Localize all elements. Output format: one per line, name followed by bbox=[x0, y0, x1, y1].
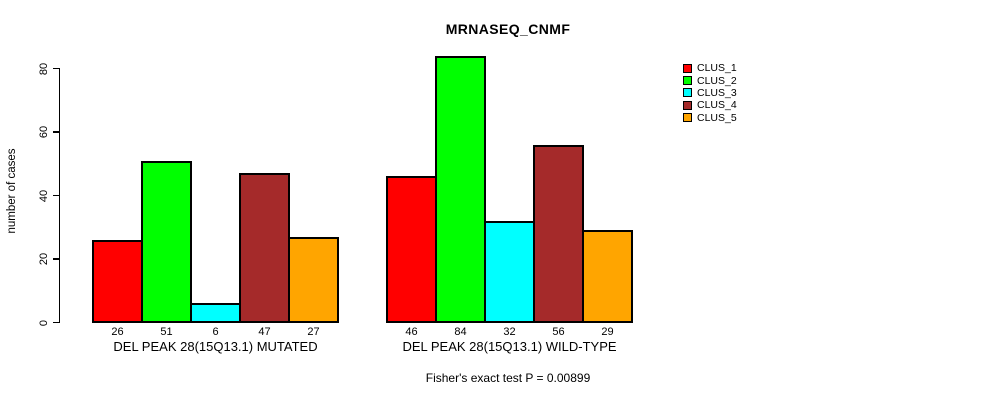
bar-group1-clus-1 bbox=[92, 239, 143, 324]
bar-value-label: 27 bbox=[307, 326, 320, 338]
legend-item-clus-5: CLUS_5 bbox=[683, 112, 737, 124]
y-tick-label: 20 bbox=[38, 252, 50, 266]
legend-item-clus-2: CLUS_2 bbox=[683, 74, 737, 87]
bar-value-label: 51 bbox=[160, 326, 173, 338]
legend-item-clus-1: CLUS_1 bbox=[683, 62, 737, 74]
legend-label: CLUS_1 bbox=[697, 62, 737, 75]
legend: CLUS_1 CLUS_2 CLUS_3 CLUS_4 CLUS_5 bbox=[683, 62, 737, 124]
y-axis-line bbox=[58, 67, 61, 324]
fisher-test-annotation: Fisher's exact test P = 0.00899 bbox=[425, 371, 591, 385]
legend-label: CLUS_3 bbox=[697, 86, 737, 99]
bar-group2-clus-1 bbox=[386, 176, 437, 324]
bar-group2-clus-5 bbox=[582, 230, 633, 324]
bar-value-label: 47 bbox=[258, 326, 271, 338]
legend-swatch-clus-5 bbox=[683, 113, 692, 123]
y-tick bbox=[52, 194, 59, 197]
legend-swatch-clus-4 bbox=[683, 100, 692, 110]
y-tick-label: 40 bbox=[38, 189, 50, 202]
y-tick bbox=[52, 67, 59, 70]
y-tick bbox=[52, 321, 59, 324]
legend-label: CLUS_5 bbox=[697, 111, 737, 124]
category-label-2: DEL PEAK 28(15Q13.1) WILD-TYPE bbox=[402, 339, 617, 354]
bar-value-label: 6 bbox=[212, 326, 219, 338]
category-label-1: DEL PEAK 28(15Q13.1) MUTATED bbox=[113, 339, 318, 354]
legend-item-clus-4: CLUS_4 bbox=[683, 99, 737, 111]
legend-item-clus-3: CLUS_3 bbox=[683, 87, 737, 99]
legend-label: CLUS_4 bbox=[697, 99, 737, 112]
bar-group2-clus-3 bbox=[484, 220, 535, 324]
y-tick bbox=[52, 131, 59, 133]
bar-value-label: 29 bbox=[601, 326, 614, 338]
bar-group1-clus-4 bbox=[239, 173, 290, 324]
bar-group1-clus-2 bbox=[141, 160, 192, 324]
bar-value-label: 84 bbox=[454, 326, 467, 338]
bar-value-label: 46 bbox=[405, 326, 418, 338]
chart-title: MRNASEQ_CNMF bbox=[445, 21, 571, 37]
legend-swatch-clus-1 bbox=[683, 63, 692, 73]
y-tick bbox=[52, 258, 59, 260]
y-tick-label: 80 bbox=[38, 62, 50, 75]
bar-value-label: 26 bbox=[111, 326, 124, 338]
legend-swatch-clus-2 bbox=[683, 76, 692, 86]
legend-label: CLUS_2 bbox=[697, 74, 737, 87]
bar-value-label: 32 bbox=[503, 326, 516, 338]
bar-value-label: 56 bbox=[552, 326, 565, 338]
y-tick-label: 0 bbox=[38, 319, 50, 326]
bar-group1-clus-3 bbox=[190, 303, 241, 324]
y-tick-label: 60 bbox=[38, 125, 50, 139]
bar-group2-clus-2 bbox=[435, 55, 486, 324]
bar-group1-clus-5 bbox=[288, 236, 339, 324]
bar-group2-clus-4 bbox=[533, 144, 584, 324]
legend-swatch-clus-3 bbox=[683, 88, 692, 98]
y-axis-label: number of cases bbox=[6, 148, 18, 234]
